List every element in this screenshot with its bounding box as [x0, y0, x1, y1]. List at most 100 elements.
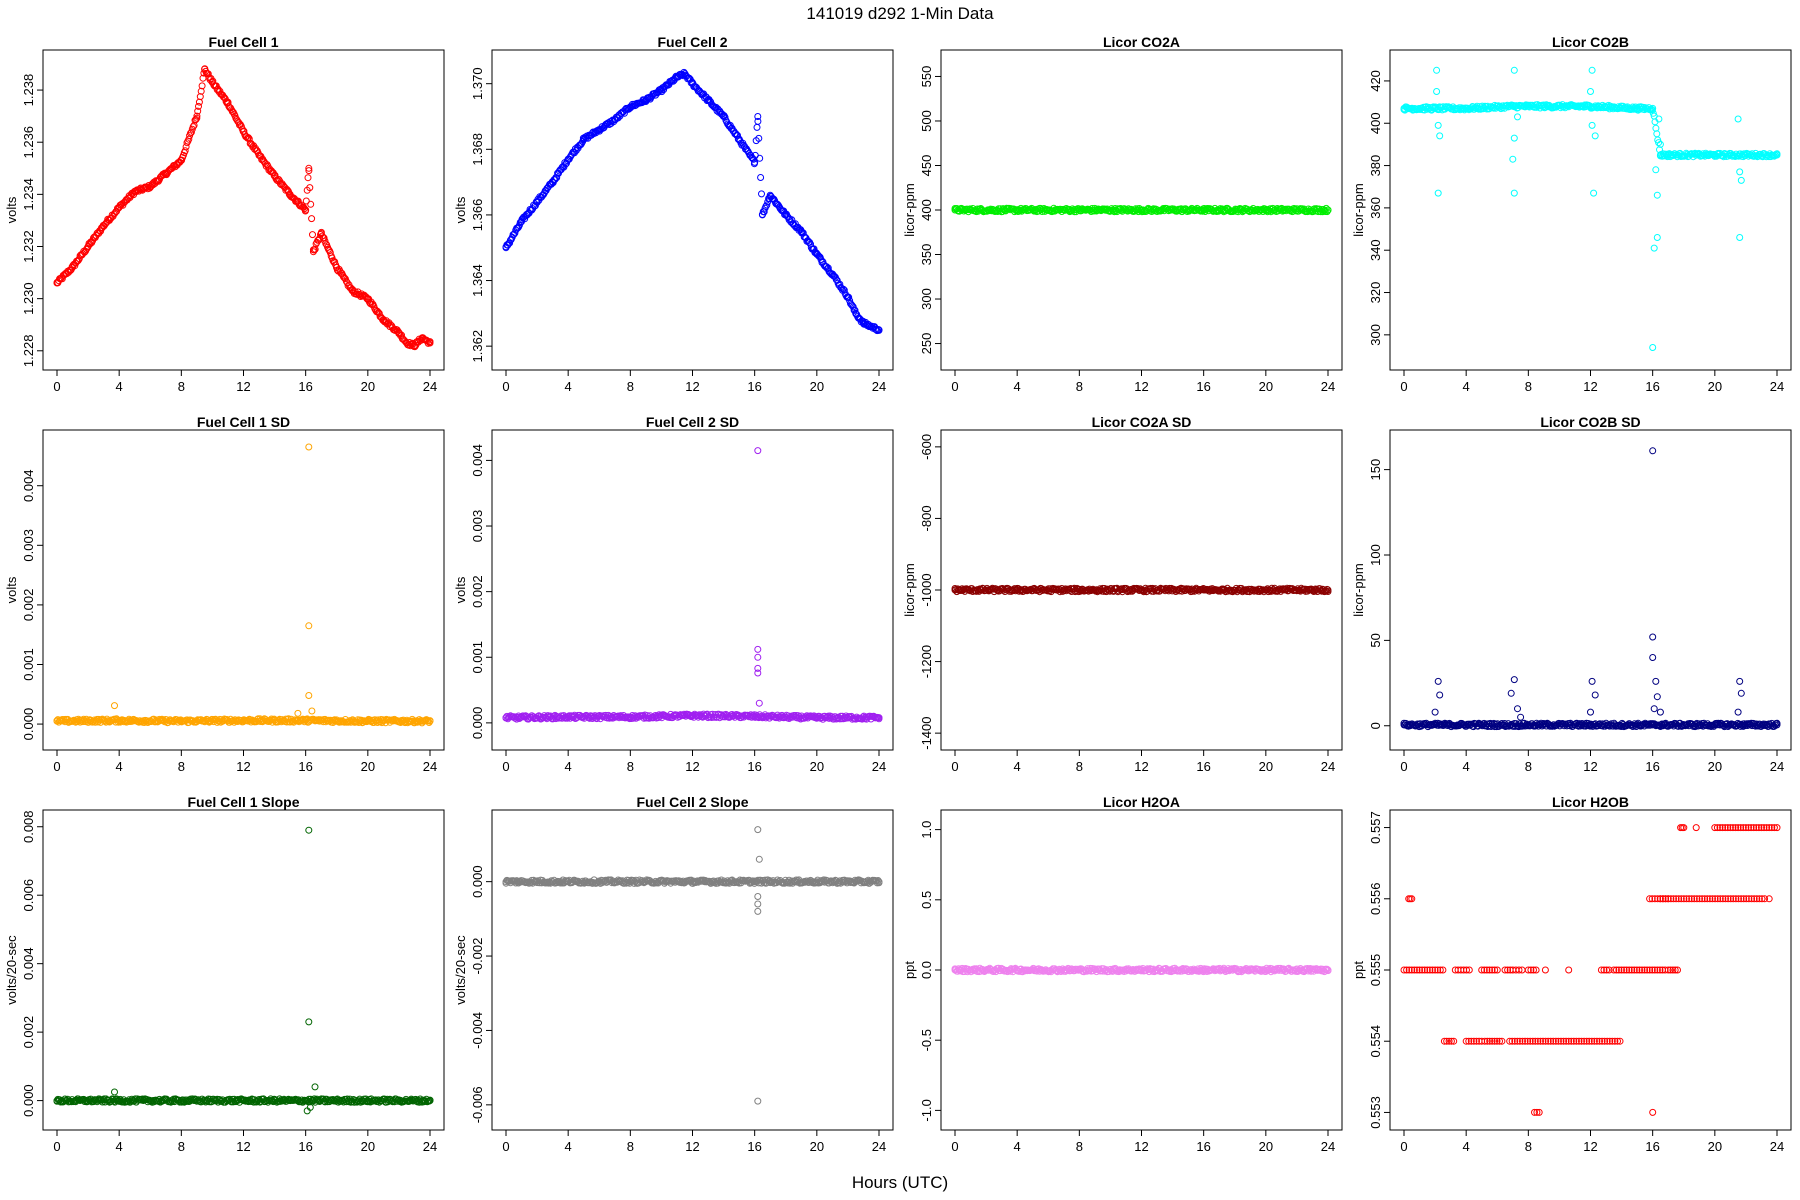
y-tick-label: 0.001 — [470, 641, 485, 674]
plot-frame — [491, 429, 894, 751]
panel: Licor CO2A SD0 4 8 12 16 20 24-1400-1200-1000-… — [902, 414, 1343, 774]
x-tick-label: 0 — [951, 379, 958, 394]
x-tick-label: 12 — [1134, 759, 1148, 774]
outlier-point — [305, 692, 313, 699]
data-point — [874, 326, 882, 333]
data-point — [824, 264, 832, 272]
x-tick-label: 16 — [747, 759, 761, 774]
y-axis-label: volts — [4, 196, 19, 223]
x-tick-label: 24 — [1321, 379, 1335, 394]
outlier-point — [1588, 677, 1596, 685]
data-point — [721, 113, 729, 121]
data-point — [1771, 151, 1779, 159]
outlier-point — [1587, 708, 1594, 716]
outlier-point — [111, 702, 118, 710]
x-tick-label: 24 — [1321, 1139, 1335, 1154]
data-point — [300, 203, 308, 211]
data-point — [849, 303, 857, 311]
data-point — [1648, 105, 1655, 113]
plot-frame — [1389, 49, 1792, 371]
x-tick-label: 8 — [178, 759, 185, 774]
y-tick-label: 450 — [919, 155, 934, 177]
y-tick-label: 400 — [1368, 112, 1383, 134]
panel-title: Licor H2OA — [1103, 794, 1180, 810]
y-tick-label: 0.004 — [470, 444, 485, 477]
x-tick-label: 8 — [178, 1139, 185, 1154]
outlier-point — [1656, 708, 1664, 716]
panel-title: Licor CO2B SD — [1540, 414, 1640, 430]
y-tick-label: 100 — [1368, 544, 1383, 566]
plot-frame — [491, 49, 894, 371]
data-point — [305, 167, 313, 175]
y-tick-label: 0.000 — [470, 865, 485, 898]
x-tick-label: 12 — [1583, 759, 1597, 774]
x-tick-label: 8 — [1076, 1139, 1083, 1154]
panel: Fuel Cell 1 SD0 4 8 12 16 20 240.0000.0010.002… — [4, 414, 445, 774]
x-tick-label: 20 — [810, 379, 824, 394]
x-tick-label: 4 — [565, 1139, 572, 1154]
y-tick-label: 1.232 — [21, 230, 36, 263]
x-tick-label: 12 — [236, 759, 250, 774]
y-tick-label: 1.0 — [919, 821, 934, 839]
x-tick-label: 16 — [1645, 379, 1659, 394]
data-point — [851, 306, 859, 314]
data-point — [553, 174, 561, 182]
data-point — [196, 93, 204, 101]
data-point — [1773, 150, 1781, 158]
y-tick-label: -1400 — [919, 717, 934, 750]
data-points — [53, 826, 434, 1115]
data-point — [305, 164, 313, 172]
outlier-point — [1734, 708, 1742, 716]
panel: Fuel Cell 2 SD0 4 8 12 16 20 240.0000.0010.002… — [453, 414, 894, 774]
data-point — [301, 207, 309, 215]
data-point — [182, 143, 190, 151]
x-tick-label: 4 — [1014, 379, 1021, 394]
y-tick-label: 340 — [1368, 239, 1383, 261]
data-point — [758, 190, 765, 198]
y-tick-label: 0.004 — [21, 469, 36, 502]
x-tick-label: 20 — [1259, 759, 1273, 774]
data-point — [1653, 130, 1661, 138]
data-point — [271, 171, 279, 179]
y-axis-label: volts/20-sec — [453, 935, 468, 1005]
data-point — [832, 276, 840, 284]
data-point — [762, 202, 770, 210]
y-tick-label: 320 — [1368, 282, 1383, 304]
data-point — [189, 123, 197, 131]
y-tick-label: 500 — [919, 110, 934, 132]
y-tick-label: -800 — [919, 505, 934, 531]
outlier-point — [1588, 121, 1596, 129]
data-points — [53, 443, 434, 727]
outlier-point — [754, 645, 762, 653]
data-point — [308, 215, 316, 223]
data-points — [1400, 447, 1781, 731]
x-tick-label: 16 — [747, 1139, 761, 1154]
data-point — [191, 116, 199, 124]
outlier-point — [1517, 713, 1525, 721]
data-point — [198, 82, 206, 90]
outlier-point — [1587, 88, 1594, 95]
y-tick-label: 0.006 — [21, 879, 36, 912]
data-point — [200, 69, 208, 77]
outlier-point — [1649, 654, 1657, 661]
data-point — [426, 338, 434, 346]
y-tick-label: 0.000 — [470, 707, 485, 740]
outlier-point — [1433, 88, 1441, 95]
data-point — [194, 107, 202, 115]
y-tick-label: 0.001 — [21, 648, 36, 681]
y-axis-label: volts — [453, 576, 468, 603]
x-tick-label: 12 — [685, 1139, 699, 1154]
data-point — [272, 175, 280, 183]
y-axis-label: licor-ppm — [1351, 563, 1366, 616]
data-point — [181, 147, 189, 155]
outlier-point — [754, 907, 762, 915]
data-point — [1323, 208, 1331, 216]
x-tick-label: 0 — [1400, 759, 1407, 774]
y-axis-label: licor-ppm — [1351, 183, 1366, 236]
y-tick-label: 1.230 — [21, 282, 36, 315]
y-tick-label: 350 — [919, 244, 934, 266]
outlier-point — [1736, 234, 1744, 241]
outlier-point — [1433, 66, 1441, 74]
y-axis-label: volts — [453, 196, 468, 223]
plot-frame — [1389, 429, 1792, 751]
